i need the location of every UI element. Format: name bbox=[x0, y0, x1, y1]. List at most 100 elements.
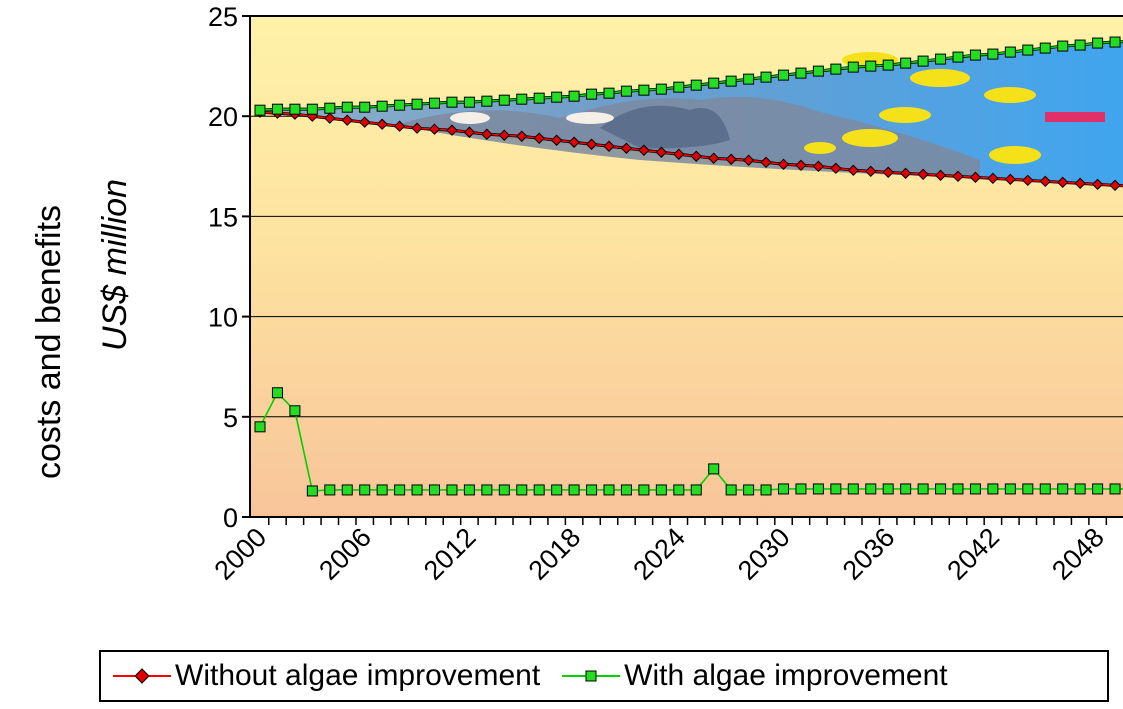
series-0-point-2024 bbox=[673, 148, 685, 160]
series-0-point-2017 bbox=[550, 134, 563, 146]
x-ticks: 2000 2006 2012 2018 2024 2030 2036 2042 2048 bbox=[209, 517, 1110, 586]
series-1-point-2011 bbox=[446, 96, 458, 108]
series-0-point-2014 bbox=[498, 129, 511, 141]
series-0-point-2035 bbox=[865, 165, 877, 178]
series-0-point-2049 bbox=[1109, 179, 1121, 192]
series-1-point-2012 bbox=[463, 96, 475, 108]
series-1-point-2042 bbox=[987, 48, 999, 60]
x-tick-label-2018: 2018 bbox=[523, 522, 587, 586]
series-2-point-2009 bbox=[411, 484, 423, 496]
series-1-point-2010 bbox=[429, 97, 440, 109]
series-0-point-2025 bbox=[690, 150, 702, 162]
series-1-point-2017 bbox=[551, 91, 563, 103]
series-2-point-2011 bbox=[446, 484, 458, 496]
series-2-point-2045 bbox=[1039, 483, 1051, 495]
series-2-point-2013 bbox=[481, 484, 493, 496]
legend-label-without: Without algae improvement bbox=[175, 659, 541, 692]
series-2-point-2033 bbox=[830, 483, 842, 495]
series-layer bbox=[254, 36, 1123, 497]
x-tick-label-2048: 2048 bbox=[1046, 522, 1110, 586]
coral-shape-dark bbox=[600, 105, 730, 149]
series-2-point-2010 bbox=[429, 484, 440, 496]
series-1-point-2049 bbox=[1109, 36, 1121, 48]
series-0-point-2031 bbox=[795, 159, 807, 172]
series-1-point-2021 bbox=[620, 85, 632, 97]
series-2-point-2036 bbox=[882, 483, 894, 495]
series-1-point-2031 bbox=[795, 67, 807, 79]
series-0-point-2007 bbox=[376, 118, 388, 130]
series-0-point-2034 bbox=[847, 164, 860, 177]
series-0-point-2040 bbox=[952, 170, 964, 183]
series-0-point-2011 bbox=[446, 124, 458, 136]
series-1-point-2041 bbox=[969, 49, 981, 61]
x-tick-label-2006: 2006 bbox=[313, 522, 377, 586]
series-1-point-2037 bbox=[900, 57, 912, 69]
series-2-point-2015 bbox=[516, 484, 528, 496]
series-0-point-2029 bbox=[760, 156, 772, 168]
series-1-point-2014 bbox=[498, 94, 510, 106]
x-tick-label-2030: 2030 bbox=[732, 522, 796, 586]
series-1-point-2004 bbox=[324, 102, 336, 114]
yellow-fish-4 bbox=[842, 129, 898, 147]
series-0-point-2044 bbox=[1022, 174, 1034, 187]
y-tick-label-20: 20 bbox=[208, 102, 238, 132]
y-axis-label-line1: costs and benefits bbox=[30, 205, 68, 479]
series-0-point-2036 bbox=[882, 166, 894, 179]
legend-item-without: Without algae improvement bbox=[113, 659, 540, 693]
series-1-point-2015 bbox=[516, 93, 528, 105]
series-2-point-2044 bbox=[1022, 483, 1034, 495]
series-1-point-2020 bbox=[603, 87, 615, 99]
series-0-point-2022 bbox=[638, 144, 650, 156]
series-1-point-2008 bbox=[394, 99, 406, 111]
series-0-point-2018 bbox=[568, 136, 580, 148]
coral-reef-image bbox=[260, 41, 1123, 186]
series-2-point-2021 bbox=[620, 484, 632, 496]
series-2-point-2048 bbox=[1092, 483, 1104, 495]
series-1-point-2002 bbox=[289, 103, 301, 115]
series-1-point-2038 bbox=[917, 55, 929, 67]
series-2-point-2025 bbox=[690, 484, 702, 496]
series-1-point-2029 bbox=[760, 71, 772, 83]
series-0-point-2048 bbox=[1091, 178, 1104, 191]
legend-swatch-red-diamond bbox=[113, 668, 171, 684]
series-1-point-2019 bbox=[586, 88, 598, 100]
series-2-point-2018 bbox=[568, 484, 580, 496]
series-0-point-2047 bbox=[1074, 177, 1086, 190]
series-1-point-2048 bbox=[1092, 37, 1104, 49]
series-2-point-2002 bbox=[289, 405, 301, 417]
red-coral bbox=[1045, 112, 1105, 122]
series-1-point-2030 bbox=[778, 69, 789, 81]
legend-label-with: With algae improvement bbox=[624, 659, 948, 692]
series-0-point-2012 bbox=[463, 126, 476, 138]
series-1-point-2033 bbox=[830, 63, 842, 75]
series-1-point-2025 bbox=[690, 79, 702, 91]
yellow-fish-6 bbox=[804, 142, 836, 154]
series-1-point-2043 bbox=[1004, 46, 1016, 58]
series-1-point-2039 bbox=[935, 53, 947, 65]
series-1-point-2000 bbox=[254, 104, 266, 116]
series-2-point-2034 bbox=[847, 483, 859, 495]
x-tick-label-2036: 2036 bbox=[837, 522, 901, 586]
series-2-point-2037 bbox=[900, 483, 912, 495]
series-2-point-2005 bbox=[341, 484, 353, 496]
series-2-point-2038 bbox=[917, 483, 929, 495]
series-1-point-2016 bbox=[533, 92, 545, 104]
series-1-point-2013 bbox=[481, 95, 493, 107]
series-1-point-2001 bbox=[271, 103, 283, 115]
yellow-fish-3 bbox=[879, 107, 931, 123]
series-2-point-2046 bbox=[1057, 483, 1069, 495]
series-0-point-2023 bbox=[655, 146, 668, 158]
series-1-point-2026 bbox=[708, 77, 720, 89]
series-1-point-2044 bbox=[1022, 44, 1034, 56]
yellow-fish-1 bbox=[910, 69, 970, 87]
series-0-point-2042 bbox=[987, 172, 999, 185]
series-0-point-2019 bbox=[585, 138, 598, 150]
series-1-point-2046 bbox=[1057, 40, 1069, 52]
y-tick-label-0: 0 bbox=[223, 503, 238, 533]
series-0-point-2043 bbox=[1004, 173, 1017, 186]
series-2-point-2001 bbox=[271, 387, 283, 399]
series-0-point-2006 bbox=[358, 116, 371, 128]
series-1-point-2009 bbox=[411, 98, 423, 110]
series-0-point-2030 bbox=[777, 158, 790, 171]
series-0-point-2027 bbox=[725, 153, 737, 165]
